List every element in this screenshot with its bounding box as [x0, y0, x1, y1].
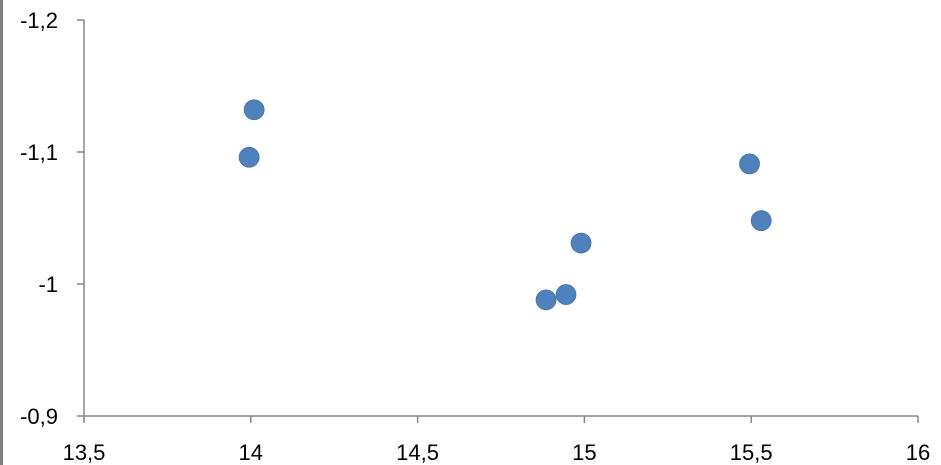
tick-labels: -1,2 -1,1 -1 -0,913,5 14 14,5 15 15,5 16	[20, 8, 930, 465]
x-tick-label: 15	[572, 440, 596, 465]
y-tick-label: -1	[38, 272, 58, 297]
data-point	[570, 232, 592, 254]
y-tick-label: -1,2	[20, 8, 58, 33]
data-points	[238, 99, 772, 311]
data-point	[750, 210, 772, 232]
data-point	[243, 99, 265, 121]
axes	[77, 19, 919, 423]
data-point	[238, 146, 260, 168]
data-point	[739, 153, 760, 175]
data-point	[535, 289, 557, 311]
x-tick-label: 14	[239, 440, 263, 465]
data-point	[555, 284, 577, 305]
y-tick-label: -1,1	[20, 140, 58, 165]
x-tick-label: 14,5	[396, 440, 439, 465]
x-tick-label: 13,5	[63, 440, 106, 465]
left-border	[0, 0, 3, 465]
y-tick-label: -0,9	[20, 404, 58, 429]
x-tick-label: 15,5	[730, 440, 773, 465]
x-tick-label: 16	[906, 440, 930, 465]
